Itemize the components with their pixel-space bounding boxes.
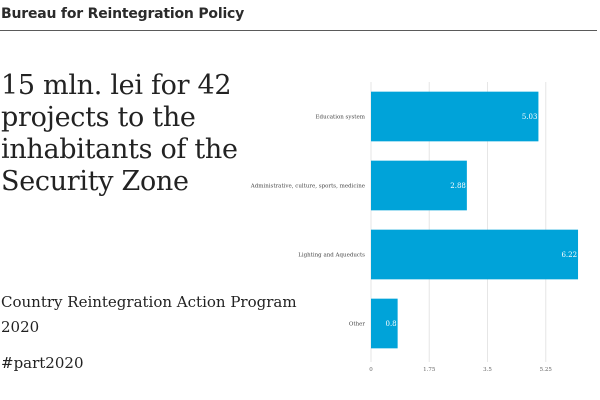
bar: [371, 91, 539, 142]
header: Bureau for Reintegration Policy: [0, 0, 600, 31]
category-label: Other: [349, 322, 366, 328]
category-label: Administrative, culture, sports, medicin…: [250, 184, 365, 190]
x-tick-label: 1.75: [423, 367, 436, 373]
headline: 15 mln. lei for 42 projects to the inhab…: [1, 70, 238, 197]
x-tick-label: 3.5: [483, 367, 492, 373]
category-label: Lighting and Aqueducts: [298, 253, 365, 259]
bar: [371, 229, 579, 280]
bars: [371, 91, 579, 349]
value-label: 5.03: [522, 113, 538, 121]
header-divider: [0, 30, 597, 31]
category-label: Education system: [316, 115, 366, 121]
value-label: 6.22: [561, 251, 577, 259]
labels: 0 1.75 3.5 5.25 Education system 5.03 Administ…: [250, 113, 577, 373]
value-label: 2.88: [450, 182, 466, 190]
bar: [371, 160, 467, 211]
bar: [371, 298, 398, 349]
value-label: 0.8: [385, 320, 396, 328]
x-tick-label: 0: [369, 367, 373, 373]
x-tick-label: 5.25: [540, 367, 553, 373]
hashtag: #part2020: [1, 354, 84, 372]
subtitle: Country Reintegration Action Program 202…: [1, 293, 297, 336]
header-title: Bureau for Reintegration Policy: [1, 6, 245, 22]
